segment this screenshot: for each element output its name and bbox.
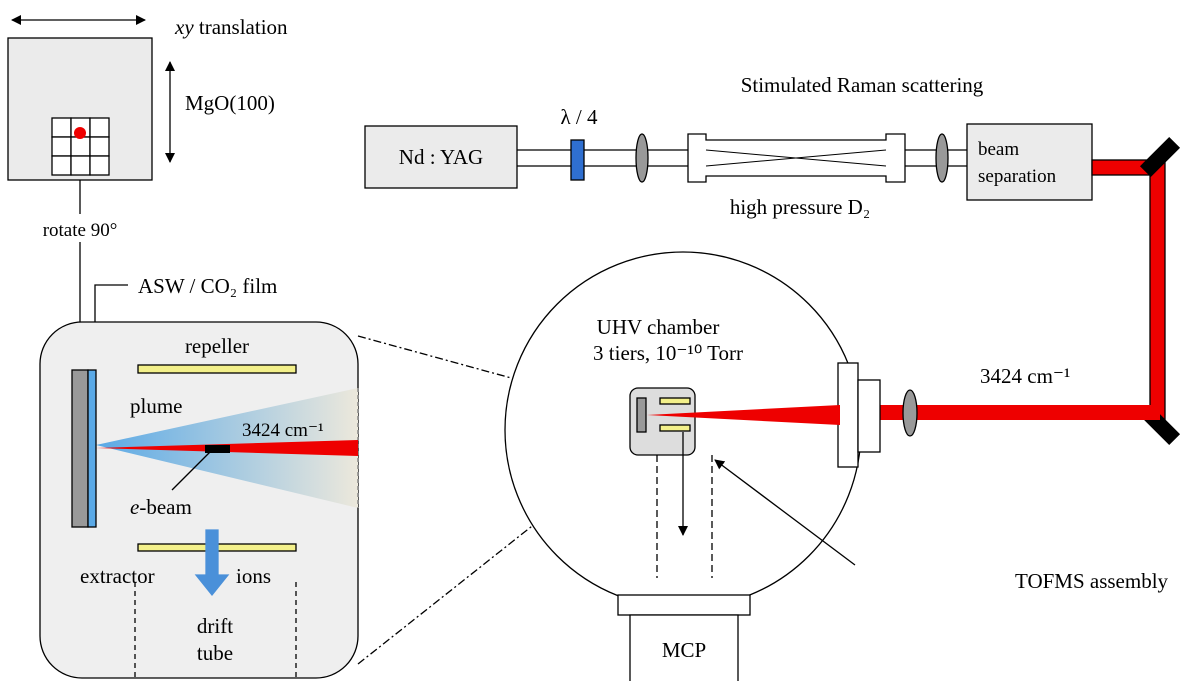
layout	[7, 15, 1180, 681]
mgo-label: MgO(100)	[185, 91, 275, 115]
raman-label: Stimulated Raman scattering	[741, 73, 984, 97]
tofms-label: TOFMS assembly	[1015, 569, 1169, 593]
ebeam-italic: e	[130, 495, 139, 519]
inset-wavenumber-label: 3424 cm⁻¹	[242, 420, 324, 441]
drift-tube-label: drift	[197, 614, 233, 638]
repeller-label: repeller	[185, 334, 249, 358]
xy-translation: xy translation	[174, 15, 288, 39]
rotate-label: rotate 90°	[43, 220, 118, 241]
ebeam-label: e-beam	[130, 495, 192, 519]
drift-tube-label: tube	[197, 641, 233, 665]
high-pressure-label: high pressure D₂	[730, 195, 870, 219]
beam-separation-label: separation	[978, 166, 1057, 187]
ions-label: ions	[236, 564, 271, 588]
xy-italic: xy	[174, 15, 194, 39]
uhv-label: 3 tiers, 10⁻¹⁰ Torr	[593, 341, 743, 365]
xy-text: translation	[194, 15, 288, 39]
labels: xy translation MgO(100) rotate 90° ASW /…	[43, 15, 1169, 665]
extractor-label: extractor	[80, 564, 155, 588]
waveplate-label: λ / 4	[560, 105, 598, 129]
uhv-label: UHV chamber	[597, 315, 720, 339]
asw-film-label: ASW / CO₂ film	[138, 274, 277, 298]
beam-separation-label: beam	[978, 139, 1019, 160]
wavenumber-label: 3424 cm⁻¹	[980, 364, 1070, 388]
plume-label: plume	[130, 394, 183, 418]
mcp-label: MCP	[662, 638, 706, 662]
ndyag-label: Nd : YAG	[399, 145, 483, 169]
ebeam-text: -beam	[139, 495, 191, 519]
